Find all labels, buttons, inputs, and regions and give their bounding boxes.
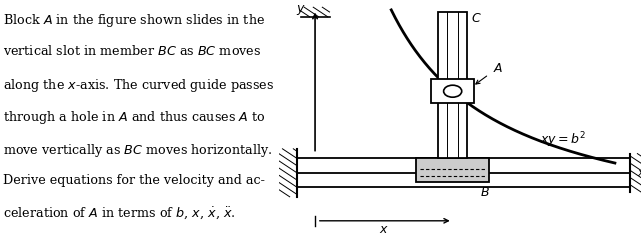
Bar <box>438 12 467 158</box>
Text: $B$: $B$ <box>480 186 490 199</box>
Text: $x$: $x$ <box>637 168 641 178</box>
Bar <box>417 158 489 182</box>
Text: vertical slot in member $BC$ as $BC$ moves: vertical slot in member $BC$ as $BC$ mov… <box>3 44 261 58</box>
Bar <box>431 79 474 103</box>
Text: $C$: $C$ <box>470 12 481 25</box>
Circle shape <box>444 85 462 97</box>
Text: Derive equations for the velocity and ac-: Derive equations for the velocity and ac… <box>3 174 265 187</box>
Text: Block $A$ in the figure shown slides in the: Block $A$ in the figure shown slides in … <box>3 12 265 29</box>
Text: $xy = b^2$: $xy = b^2$ <box>540 130 586 150</box>
Text: through a hole in $A$ and thus causes $A$ to: through a hole in $A$ and thus causes $A… <box>3 109 265 126</box>
Text: along the $x$-axis. The curved guide passes: along the $x$-axis. The curved guide pas… <box>3 77 274 94</box>
Text: $x$: $x$ <box>379 223 389 236</box>
Text: $y$: $y$ <box>296 3 306 17</box>
Text: celeration of $A$ in terms of $b$, $x$, $\dot{x}$, $\ddot{x}$.: celeration of $A$ in terms of $b$, $x$, … <box>3 206 235 222</box>
Text: move vertically as $BC$ moves horizontally.: move vertically as $BC$ moves horizontal… <box>3 142 272 159</box>
Text: $A$: $A$ <box>492 62 503 75</box>
